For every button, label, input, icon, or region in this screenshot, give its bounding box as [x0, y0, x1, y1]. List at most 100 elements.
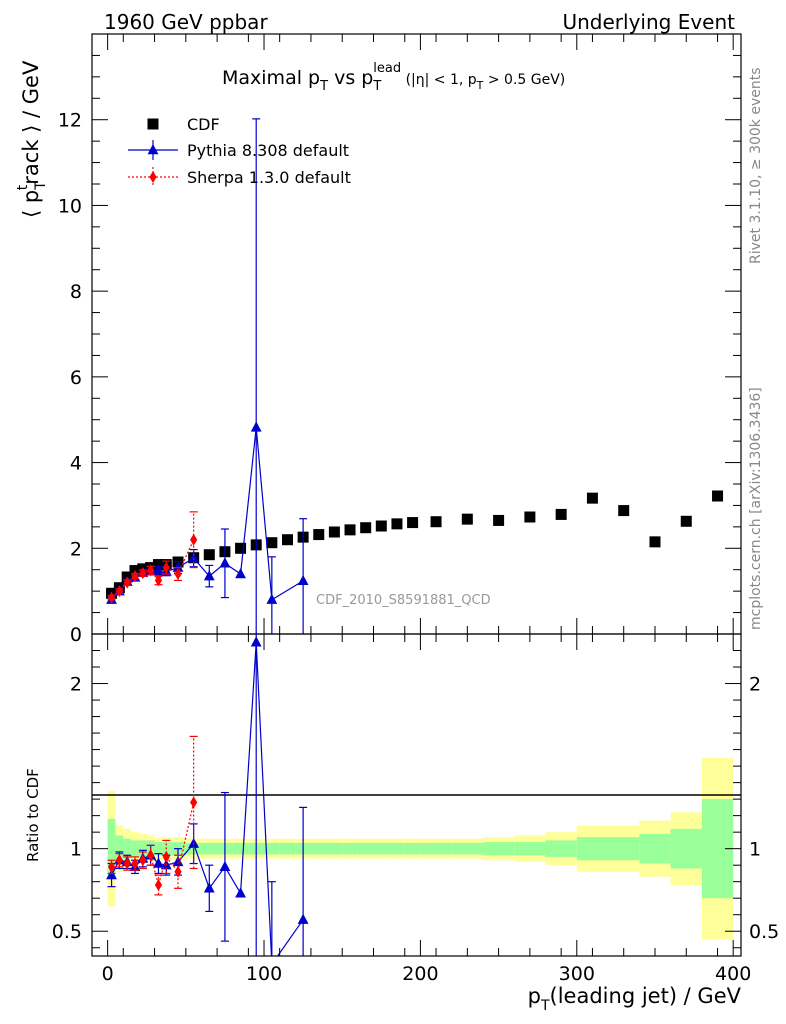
ratio-band-inner — [326, 842, 343, 855]
sherpa-ratio-point — [131, 857, 139, 870]
ratio-band-inner — [639, 833, 671, 864]
x-tick-label: 400 — [715, 963, 751, 985]
ratio-tick-label: 0.5 — [52, 921, 82, 943]
x-tick-label: 0 — [102, 963, 114, 985]
cdf-point — [586, 492, 598, 504]
pythia-ratio-point — [153, 857, 164, 868]
ratio-band-inner — [279, 842, 296, 855]
ratio-series — [106, 634, 309, 956]
ratio-band-inner — [404, 842, 421, 855]
legend-marker-pythia — [147, 144, 159, 155]
sherpa-point — [115, 585, 123, 598]
ratio-band-inner — [482, 842, 515, 856]
pythia-point — [250, 421, 262, 432]
pythia-point — [172, 561, 184, 572]
cdf-point — [649, 536, 661, 548]
pythia-ratio-point — [203, 882, 215, 893]
cdf-point — [391, 518, 403, 530]
pythia-ratio-point — [106, 869, 117, 880]
cdf-point — [266, 537, 278, 549]
ratio-band-inner — [357, 842, 374, 855]
sherpa-point — [154, 574, 163, 587]
ratio-tick-label: 1 — [70, 839, 82, 861]
sherpa-point — [107, 591, 116, 604]
y-axis-label-main: ⟨ pTtrack ⟩ / GeV — [15, 60, 49, 218]
ratio-band-inner — [131, 840, 139, 857]
x-tick-label: 200 — [402, 963, 438, 985]
ratio-band-inner — [310, 842, 327, 855]
cdf-point — [555, 508, 567, 520]
cdf-point — [281, 534, 293, 546]
pythia-ratio-point — [235, 887, 246, 898]
legend-marker-cdf — [147, 118, 159, 130]
pythia-point — [235, 568, 246, 579]
pythia-ratio-point — [250, 636, 262, 647]
legend-label: Sherpa 1.3.0 default — [187, 168, 351, 187]
pythia-point — [266, 593, 278, 604]
sherpa-point — [139, 567, 147, 580]
ratio-band-inner — [373, 842, 390, 855]
ratio-band-inner — [389, 842, 405, 855]
cdf-point — [712, 490, 724, 502]
ratio-band-inner — [232, 842, 249, 855]
y-tick-label: 12 — [58, 110, 82, 132]
pythia-ratio-point — [297, 913, 309, 924]
legend: CDF Pythia 8.308 default Sherpa 1.3.0 defa… — [128, 115, 351, 187]
ratio-band-inner — [264, 842, 280, 855]
cdf-point — [493, 514, 505, 526]
x-axis-label: pT(leading jet) / GeV — [528, 984, 742, 1014]
ratio-band-inner — [201, 842, 218, 855]
sherpa-point — [123, 576, 131, 589]
legend-label: CDF — [187, 115, 220, 134]
sherpa-ratio-point — [162, 850, 170, 863]
cdf-point — [235, 542, 247, 554]
ratio-band-inner — [608, 837, 640, 861]
pythia-ratio-point — [219, 860, 231, 872]
sherpa-ratio-point — [174, 865, 182, 878]
ratio-bands — [107, 757, 734, 940]
cdf-point — [344, 524, 356, 536]
y-axis-label-ratio: Ratio to CDF — [24, 768, 42, 862]
sherpa-point — [190, 533, 198, 546]
pythia-point — [153, 564, 164, 575]
x-tick-label: 100 — [246, 963, 282, 985]
ratio-band-inner — [670, 828, 702, 869]
y-tick-label: 8 — [70, 281, 82, 303]
ratio-band-inner — [451, 842, 483, 855]
legend-label: Pythia 8.308 default — [187, 141, 349, 160]
watermark: CDF_2010_S8591881_QCD — [316, 593, 491, 608]
sherpa-ratio-point — [190, 796, 198, 809]
ratio-band-inner — [115, 835, 124, 862]
y-tick-label: 10 — [58, 195, 82, 217]
sherpa-ratio-point — [115, 854, 123, 867]
ratio-tick-label: 2 — [70, 674, 82, 696]
plot-title: Maximal pT vs pTlead (|η| < 1, pT > 0.5 … — [222, 61, 565, 94]
cdf-point — [360, 522, 372, 534]
pythia-point — [297, 574, 309, 586]
pythia-point — [219, 557, 231, 568]
ratio-tick-label-right: 0.5 — [749, 921, 779, 943]
ratio-band-inner — [138, 840, 147, 857]
cdf-point — [203, 549, 215, 561]
ratio-series-line — [111, 642, 304, 956]
sherpa-ratio-point — [123, 857, 131, 870]
ratio-band-inner — [545, 840, 577, 857]
cdf-point — [461, 513, 473, 525]
series-line — [111, 539, 195, 599]
ratio-band-inner — [107, 818, 116, 879]
legend-marker-sherpa — [149, 171, 157, 183]
mcplots-label: mcplots.cern.ch [arXiv:1306.3436] — [748, 387, 764, 630]
pythia-point — [188, 552, 200, 563]
cdf-point — [430, 516, 442, 528]
ratio-band-inner — [154, 842, 163, 856]
header-right: Underlying Event — [562, 10, 735, 34]
sherpa-point — [131, 570, 139, 583]
ratio-tick-label-right: 2 — [749, 674, 761, 696]
header-left: 1960 GeV ppbar — [104, 10, 268, 34]
ratio-frame — [91, 633, 742, 957]
ratio-band-inner — [514, 842, 546, 856]
pythia-point — [203, 570, 215, 581]
sherpa-point — [174, 568, 182, 580]
